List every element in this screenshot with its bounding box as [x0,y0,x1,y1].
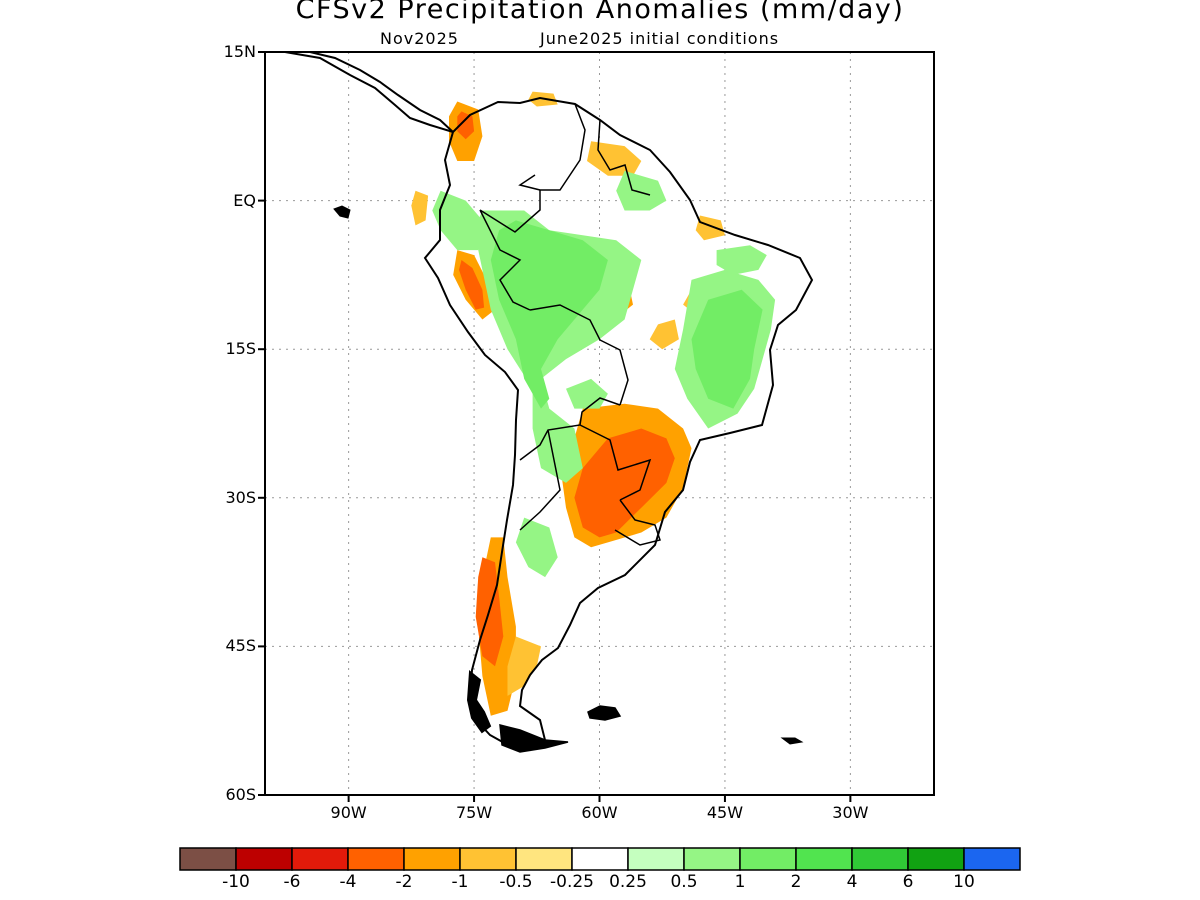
colorbar-swatch [347,847,405,871]
colorbar-label: -10 [222,872,250,892]
colorbar-swatch [571,847,629,871]
colorbar-swatch [739,847,797,871]
chart-title: CFSv2 Precipitation Anomalies (mm/day) [295,0,905,25]
anomaly-region-peru-andes-core-dry [459,260,485,310]
colorbar-swatch [683,847,741,871]
lon-tick-label: 75W [455,803,493,822]
colorbar-label: 1 [734,872,746,892]
colorbar-label: 2 [790,872,802,892]
south-america-coastline [423,96,814,752]
lat-tick-label: 45S [225,636,256,656]
colorbar-swatch [627,847,685,871]
colorbar-label: 10 [953,872,975,892]
colorbar-label: 0.25 [609,872,647,892]
coastline-layer [284,52,814,753]
south-georgia [780,737,804,745]
lat-tick-label: 30S [225,487,256,507]
anomaly-region-guianas-dry [587,141,642,176]
anomaly-region-patagonia-east-dry [507,636,541,696]
anomaly-region-maranhao-dry [695,215,725,241]
colorbar-swatch [459,847,517,871]
lat-tick-label: 15S [225,339,256,359]
colorbar-swatch [235,847,293,871]
galapagos-islands [333,205,351,219]
lat-tick-label: 15N [223,42,256,61]
colorbar-label: 0.5 [670,872,698,892]
anomaly-region-central-brazil-dry-2 [649,319,679,350]
anomaly-region-paraguay-north-wet [566,378,608,409]
initial-conditions: June2025 initial conditions [540,29,780,48]
colorbar-label: -1 [451,872,469,892]
anomaly-region-northeast-brazil-wet [716,245,767,275]
anomaly-region-southern-brazil-core-dry [574,428,675,538]
lon-tick-label: 30W [832,803,869,822]
chile-archipelago [466,670,492,734]
colorbar-label: -6 [283,872,301,892]
anomaly-region-colombia-core-dry [457,111,475,140]
anomaly-region-ecuador-peru-wet [432,190,483,251]
colorbar-label: -0.5 [499,872,533,892]
colorbar-label: -2 [395,872,413,892]
lat-tick-label: 60S [225,785,256,804]
lon-tick-label: 45W [706,803,744,822]
lon-tick-label: 90W [330,803,367,822]
anomaly-region-ecuador-dry [411,190,429,226]
axis-ticks [258,51,852,802]
colorbar-swatch [403,847,461,871]
falkland-islands [587,705,622,721]
colorbar-swatch [963,847,1021,871]
lon-tick-label: 60W [581,803,618,822]
colorbar-label: 4 [846,872,858,892]
tierra-del-fuego [499,724,569,753]
anomaly-fill-layer [411,91,776,716]
colorbar-swatch [795,847,853,871]
anomaly-region-argentina-wet [515,517,558,578]
colorbar-swatch [515,847,573,871]
colorbar-label: -4 [339,872,357,892]
colorbar-swatch [179,847,237,871]
colorbar-swatch [291,847,349,871]
colorbar-label: -0.25 [550,872,594,892]
colorbar-swatch [851,847,909,871]
central-america-coastline [284,52,454,133]
anomaly-region-amazon-core-wet [490,220,608,409]
lat-tick-label: EQ [233,190,256,210]
colorbar-swatch [907,847,965,871]
anomaly-region-east-brazil-core-wet [691,289,763,409]
colorbar-label: 6 [902,872,914,892]
forecast-month: Nov2025 [380,29,459,48]
country-borders [479,103,661,546]
